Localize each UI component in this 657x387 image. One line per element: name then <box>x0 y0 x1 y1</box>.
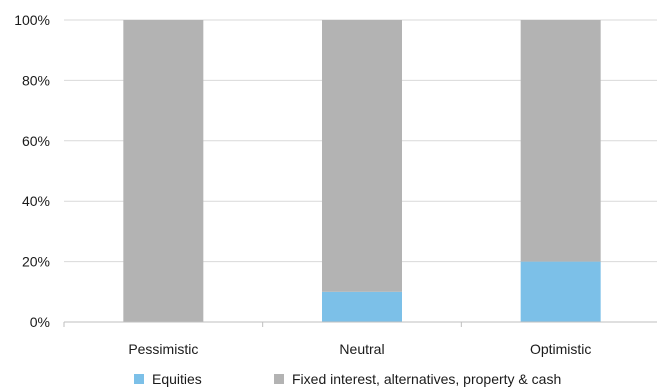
x-tick-label: Optimistic <box>530 341 591 357</box>
y-tick-label: 40% <box>22 193 50 209</box>
bar-equities-neutral <box>322 291 402 322</box>
legend-swatch <box>274 374 284 384</box>
y-tick-label: 20% <box>22 254 50 270</box>
x-tick-label: Neutral <box>339 341 384 357</box>
legend-label: Fixed interest, alternatives, property &… <box>292 371 561 387</box>
y-tick-label: 100% <box>14 12 50 28</box>
bar-fixed-interest-neutral <box>322 20 402 292</box>
y-tick-label: 60% <box>22 133 50 149</box>
y-axis-ticks: 0% 20% 40% 60% 80% 100% <box>14 12 50 330</box>
y-tick-label: 0% <box>30 314 50 330</box>
x-axis-tick-labels: Pessimistic Neutral Optimistic <box>128 341 591 357</box>
legend-swatch <box>134 374 144 384</box>
legend-label: Equities <box>152 371 202 387</box>
x-axis <box>63 321 657 327</box>
bar-fixed-interest-optimistic <box>520 20 601 262</box>
bar-equities-optimistic <box>520 261 601 322</box>
bar-fixed-interest-pessimistic <box>123 20 204 322</box>
y-tick-label: 80% <box>22 72 50 88</box>
legend: Equities Fixed interest, alternatives, pr… <box>134 371 561 387</box>
x-tick-label: Pessimistic <box>128 341 198 357</box>
bars <box>123 20 601 322</box>
